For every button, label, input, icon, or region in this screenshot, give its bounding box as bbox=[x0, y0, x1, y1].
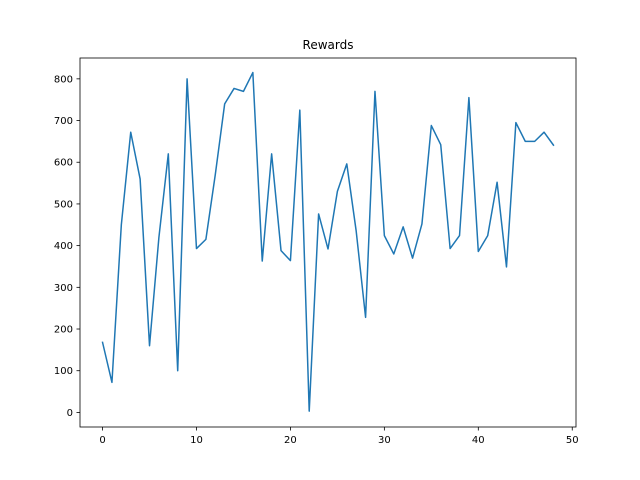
series-layer bbox=[101, 71, 555, 412]
x-tick-label: 40 bbox=[472, 435, 485, 446]
series-line bbox=[101, 71, 555, 412]
x-tick-label: 30 bbox=[378, 435, 391, 446]
y-tick-label: 200 bbox=[54, 325, 73, 336]
y-tick-label: 700 bbox=[54, 116, 73, 127]
y-tick-label: 300 bbox=[54, 283, 73, 294]
x-tick-label: 50 bbox=[566, 435, 579, 446]
x-tick-label: 10 bbox=[190, 435, 203, 446]
y-tick-label: 100 bbox=[54, 366, 73, 377]
y-tick-label: 600 bbox=[54, 158, 73, 169]
y-tick-label: 400 bbox=[54, 241, 73, 252]
x-tick-label: 0 bbox=[99, 435, 105, 446]
plot-frame bbox=[79, 57, 577, 428]
y-tick-label: 500 bbox=[54, 199, 73, 210]
chart-title: Rewards bbox=[303, 38, 354, 52]
x-tick-label: 20 bbox=[284, 435, 297, 446]
y-tick-label: 0 bbox=[67, 408, 73, 419]
y-tick-label: 800 bbox=[54, 74, 73, 85]
